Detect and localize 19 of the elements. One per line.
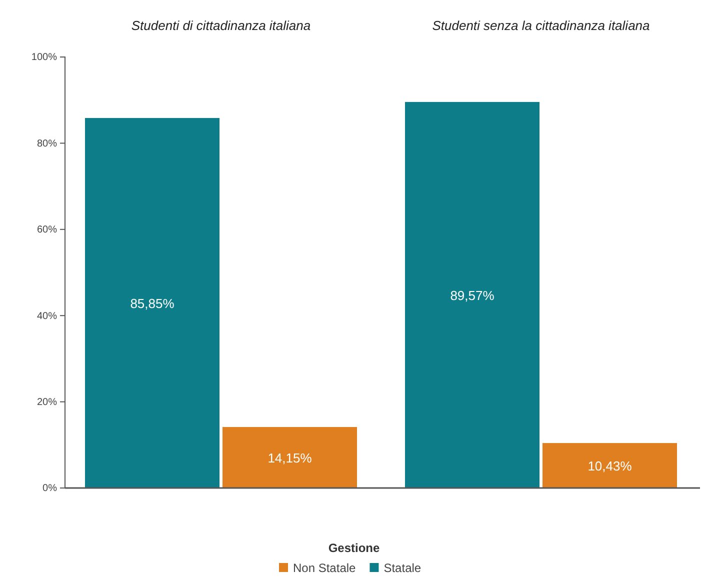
legend-label: Statale [384, 561, 422, 575]
legend-title: Gestione [328, 541, 380, 555]
data-label: 14,15% [268, 450, 312, 466]
text: Studenti senza la cittadinanza italiana [432, 18, 650, 33]
y-tick-label: 80% [36, 138, 58, 150]
data-label: 89,57% [450, 288, 495, 303]
bar [222, 427, 357, 488]
data-label: 10,43% [588, 458, 632, 474]
bar [542, 443, 677, 488]
y-tick-label: 100% [31, 52, 58, 64]
y-tick-label: 60% [36, 224, 58, 236]
y-tick-label: 20% [36, 397, 58, 408]
legend-label: Non Statale [293, 561, 356, 575]
bar [405, 102, 540, 488]
y-tick-label: 0% [42, 483, 58, 494]
bar [85, 118, 220, 488]
y-tick-label: 40% [36, 310, 58, 322]
data-label: 85,85% [130, 296, 175, 311]
text: Studenti di cittadinanza italiana [131, 18, 311, 33]
